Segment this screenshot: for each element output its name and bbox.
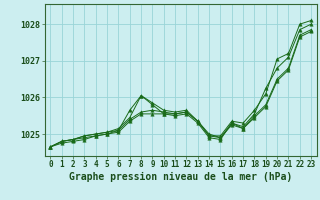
X-axis label: Graphe pression niveau de la mer (hPa): Graphe pression niveau de la mer (hPa) — [69, 172, 292, 182]
